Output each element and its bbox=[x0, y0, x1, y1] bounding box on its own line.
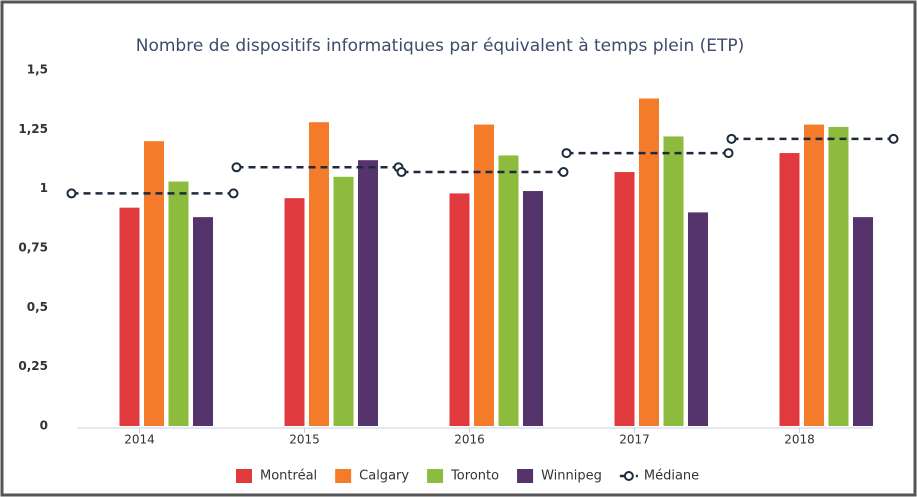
legend-symbol bbox=[427, 469, 444, 483]
legend-label: Calgary bbox=[359, 469, 409, 484]
median-marker bbox=[558, 167, 569, 178]
legend-item: Toronto bbox=[427, 469, 499, 484]
median-marker bbox=[66, 188, 77, 199]
median-marker bbox=[228, 188, 239, 199]
median-marker bbox=[231, 162, 242, 173]
legend-item: Calgary bbox=[335, 469, 409, 484]
chart-title: Nombre de dispositifs informatiques par … bbox=[136, 36, 745, 56]
legend-item: Médiane bbox=[619, 469, 699, 484]
median-marker bbox=[396, 167, 407, 178]
bar bbox=[614, 172, 635, 426]
bar bbox=[828, 126, 849, 427]
bar bbox=[168, 181, 189, 426]
y-tick-label: 1 bbox=[40, 181, 48, 195]
legend-symbol bbox=[623, 471, 634, 481]
x-tick-label: 2015 bbox=[289, 433, 320, 447]
bar bbox=[639, 98, 659, 426]
bar bbox=[284, 198, 305, 426]
bar bbox=[333, 176, 354, 426]
legend-label: Montréal bbox=[260, 469, 317, 484]
bar bbox=[309, 122, 329, 427]
x-tick-label: 2017 bbox=[619, 433, 650, 447]
bar bbox=[779, 153, 800, 427]
y-tick-label: 0 bbox=[40, 419, 48, 433]
bar bbox=[144, 141, 164, 426]
median-marker bbox=[726, 133, 737, 144]
y-tick-label: 0,75 bbox=[18, 241, 48, 255]
y-tick-label: 0,5 bbox=[27, 300, 48, 314]
y-tick-label: 0,25 bbox=[18, 359, 48, 373]
x-tick-label: 2016 bbox=[454, 433, 485, 447]
y-tick-label: 1,5 bbox=[27, 63, 48, 77]
bar bbox=[804, 124, 824, 426]
bar bbox=[663, 136, 684, 426]
x-tick-label: 2014 bbox=[124, 433, 155, 447]
x-tick-label: 2018 bbox=[784, 433, 815, 447]
bar bbox=[119, 207, 140, 426]
legend-symbol bbox=[236, 469, 252, 483]
bar bbox=[474, 124, 494, 426]
median-marker bbox=[888, 133, 899, 144]
legend-item: Winnipeg bbox=[517, 469, 602, 484]
y-tick-label: 1,25 bbox=[18, 122, 48, 136]
bar bbox=[688, 212, 708, 426]
legend-symbol bbox=[517, 469, 534, 483]
bar bbox=[358, 160, 378, 427]
bar bbox=[498, 155, 519, 426]
legend-item: Montréal bbox=[236, 469, 317, 484]
legend-symbol bbox=[335, 469, 352, 483]
legend-label: Médiane bbox=[644, 469, 699, 484]
bar bbox=[193, 217, 213, 426]
legend-label: Winnipeg bbox=[541, 469, 602, 484]
median-marker bbox=[561, 148, 572, 159]
bar bbox=[449, 193, 470, 426]
legend-label: Toronto bbox=[450, 469, 499, 484]
bar bbox=[853, 217, 873, 426]
bar bbox=[523, 191, 543, 426]
median-marker bbox=[723, 148, 734, 159]
